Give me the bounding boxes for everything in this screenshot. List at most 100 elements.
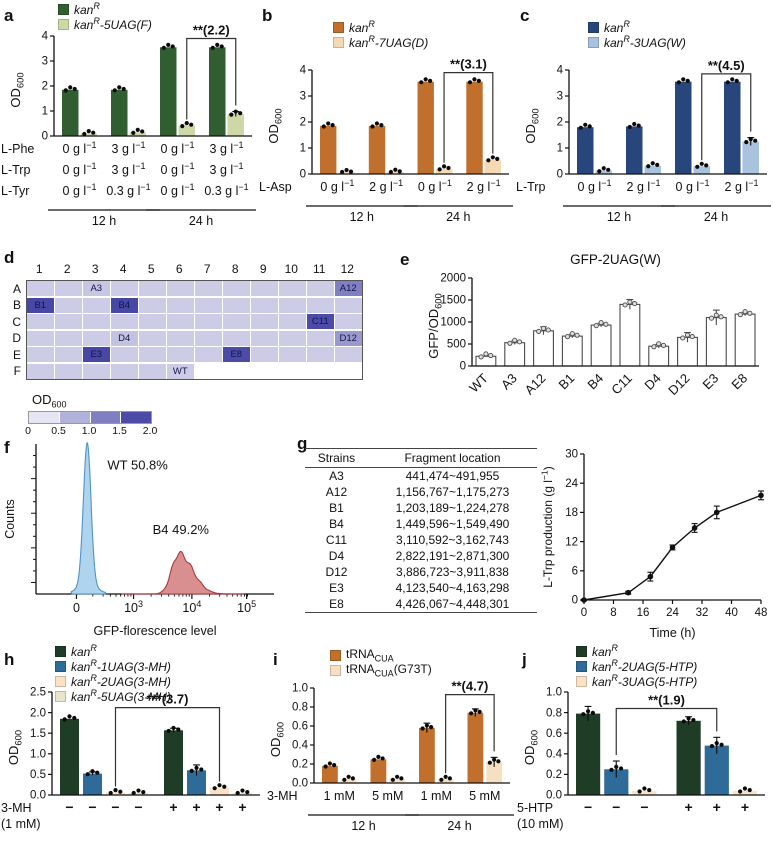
x-tick-label: − <box>88 799 96 815</box>
x-tick-label: 3 g l−1 <box>210 161 244 177</box>
table-cell: A12 <box>325 485 348 499</box>
significance-bracket <box>445 694 495 774</box>
bar <box>370 759 387 784</box>
bar <box>484 159 501 174</box>
panel-c-letter: c <box>520 6 530 25</box>
plate-cell-A2 <box>55 281 82 296</box>
table-row: D12 3,886,723~3,911,838 <box>305 564 537 580</box>
x-row-title: 3-MH <box>1 801 32 815</box>
panel-b-bar-chart: 0 1 2 3 4 OD600 L-Asp 0 g l−1 2 g l−1 0 g l−1 2 g … <box>259 57 513 224</box>
x-category-label: A12 <box>522 371 549 398</box>
plate-row-label: A <box>12 281 21 296</box>
group-span-label: 12 h <box>92 214 116 228</box>
panel-b-legend: kanR kanR-7UAG(D) <box>333 19 428 50</box>
x-row-title: L-Asp <box>259 180 292 194</box>
bar <box>675 81 692 174</box>
y-tick-label: 0.5 <box>30 769 46 781</box>
legend-swatch <box>333 36 344 48</box>
panel-a-letter: a <box>4 6 14 25</box>
x-tick-label: + <box>238 799 246 815</box>
colorbar-tick-label: 0 <box>25 425 31 437</box>
y-tick-label: 0.0 <box>292 778 308 790</box>
table-row: A3 441,474~491,955 <box>305 468 537 485</box>
bar <box>209 47 226 137</box>
y-tick-label: 500 <box>447 339 466 351</box>
panel-d-plate-heatmap: 1 2 3 4 5 6 7 8 9 10 11 12 A3 A12 B1 B4 C11 D4 D12 E3 E8 WT A B… <box>0 262 392 437</box>
table-row: E8 4,426,067~4,448,301 <box>305 596 537 613</box>
bar <box>322 765 338 783</box>
axes: 0 1 2 3 4 OD600 <box>266 65 509 181</box>
legend-item: kanR <box>588 19 686 35</box>
legend-label: kanR <box>604 19 630 35</box>
bar <box>129 132 146 137</box>
error-bars-and-dots <box>63 42 243 137</box>
legend-item: kanR-5UAG(3-MH) <box>55 688 171 704</box>
legend-swatch <box>333 21 344 33</box>
plate-cell-E12 <box>335 347 362 362</box>
colorbar-tick-label: 1.5 <box>112 425 127 437</box>
table-row: B1 1,203,189~1,224,278 <box>305 500 537 516</box>
x-tick-label: 0 g l−1 <box>63 161 97 177</box>
table-cell: 441,474~491,955 <box>405 469 500 483</box>
bar <box>693 166 710 174</box>
x-category-label: B1 <box>556 371 578 393</box>
legend-label: tRNACUA(G73T) <box>346 661 432 679</box>
x-tick-label: 32 <box>696 607 709 619</box>
legend-swatch <box>330 664 341 676</box>
plate-cell-E8: E8 <box>223 347 250 362</box>
legend-swatch <box>55 690 66 702</box>
plate-cell-F5 <box>139 363 166 379</box>
plate-col-label: 7 <box>203 262 211 276</box>
bar <box>160 47 177 137</box>
bar <box>437 779 454 783</box>
legend-label: kanR-3UAG(W) <box>604 34 686 50</box>
plate-cell-A3: A3 <box>83 281 110 296</box>
legend-item: kanR-2UAG(5-HTP) <box>576 658 697 674</box>
legend-swatch <box>576 675 587 687</box>
bar <box>466 81 483 174</box>
plate-row-label: C <box>12 314 21 329</box>
bar <box>210 787 229 795</box>
y-tick-label: 0.6 <box>546 728 562 740</box>
y-axis-label: OD600 <box>266 108 284 143</box>
plate-cell-C6 <box>167 314 194 329</box>
table-cell: 4,123,540~4,163,298 <box>395 581 510 595</box>
axes: 0 6 12 18 24 30 0 8 16 24 32 40 48 Time (h) L-Trp prod… <box>540 449 767 640</box>
legend-item: kanR-1UAG(3-MH) <box>55 658 171 674</box>
x-tick-label: 3 g l−1 <box>210 140 244 156</box>
legend-label: kanR-5UAG(3-MH) <box>71 688 171 704</box>
x-tick-label: 24 <box>666 607 679 619</box>
group-span-label: 24 h <box>189 214 213 228</box>
y-tick-label: 3 <box>42 56 48 68</box>
plate-cell-E10 <box>279 347 306 362</box>
table-cell: B4 <box>329 517 344 531</box>
axes: 0 103 104 105 GFP-florescence level Counts <box>3 444 274 638</box>
plate-col-label: 12 <box>340 262 354 276</box>
significance-bracket <box>114 707 221 787</box>
bars <box>577 81 759 174</box>
panel-h-legend: kanR kanR-1UAG(3-MH) kanR-2UAG(3-MH) kanR-5… <box>55 643 171 704</box>
legend-label: kanR <box>71 643 97 659</box>
y-tick-label: 1.0 <box>292 683 308 695</box>
legend-swatch <box>588 36 599 48</box>
plate-cell-C11: C11 <box>307 314 334 329</box>
plate-cell-B3 <box>83 297 110 313</box>
plate-cell-B2 <box>55 297 82 313</box>
x-tick-label: 5 mM <box>372 789 403 803</box>
panel-i-bar-chart: 0.0 0.2 0.4 0.6 0.8 1.0 OD600 3-MH 1 mM 5 mM 1 mM 5… <box>267 679 514 833</box>
plate-row-label: F <box>13 364 21 378</box>
x-tick-label: 0 <box>581 607 587 619</box>
x-tick-label: 2 g l−1 <box>725 178 759 194</box>
plate-cell-C10 <box>279 314 306 329</box>
plate-col-label: 5 <box>147 262 155 276</box>
plate-cell-F9 <box>251 363 278 379</box>
y-axis-label: L-Trp production (g l−1) <box>540 466 555 587</box>
significance-bracket <box>615 707 718 756</box>
table-cell: 2,822,191~2,871,300 <box>395 549 510 563</box>
plate-cell-F2 <box>55 363 82 379</box>
plate-cell-A6 <box>167 281 194 296</box>
error-bars-and-dots <box>62 714 250 796</box>
x-tick-label: 104 <box>182 599 201 615</box>
plate-cell-C1 <box>27 314 54 329</box>
